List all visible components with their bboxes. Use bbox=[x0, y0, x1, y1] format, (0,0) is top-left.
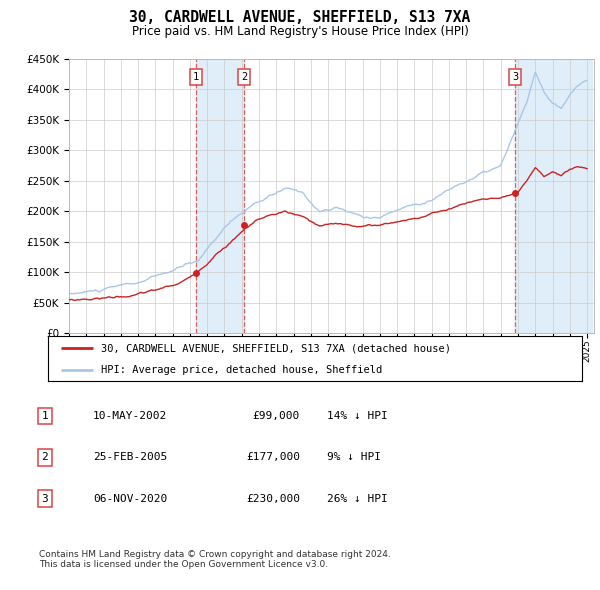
Text: 30, CARDWELL AVENUE, SHEFFIELD, S13 7XA (detached house): 30, CARDWELL AVENUE, SHEFFIELD, S13 7XA … bbox=[101, 343, 451, 353]
Text: 1: 1 bbox=[193, 73, 199, 82]
Text: Contains HM Land Registry data © Crown copyright and database right 2024.
This d: Contains HM Land Registry data © Crown c… bbox=[39, 550, 391, 569]
Bar bbox=[515, 59, 592, 333]
Text: 30, CARDWELL AVENUE, SHEFFIELD, S13 7XA: 30, CARDWELL AVENUE, SHEFFIELD, S13 7XA bbox=[130, 10, 470, 25]
Text: £230,000: £230,000 bbox=[246, 494, 300, 503]
Bar bbox=[196, 59, 244, 333]
Text: 25-FEB-2005: 25-FEB-2005 bbox=[93, 453, 167, 462]
Text: 1: 1 bbox=[41, 411, 49, 421]
Text: Price paid vs. HM Land Registry's House Price Index (HPI): Price paid vs. HM Land Registry's House … bbox=[131, 25, 469, 38]
Text: HPI: Average price, detached house, Sheffield: HPI: Average price, detached house, Shef… bbox=[101, 365, 383, 375]
Text: 3: 3 bbox=[512, 73, 518, 82]
Text: £99,000: £99,000 bbox=[253, 411, 300, 421]
Text: 2: 2 bbox=[241, 73, 247, 82]
Text: 26% ↓ HPI: 26% ↓ HPI bbox=[327, 494, 388, 503]
Text: 14% ↓ HPI: 14% ↓ HPI bbox=[327, 411, 388, 421]
Text: £177,000: £177,000 bbox=[246, 453, 300, 462]
Text: 9% ↓ HPI: 9% ↓ HPI bbox=[327, 453, 381, 462]
Text: 3: 3 bbox=[41, 494, 49, 503]
Text: 10-MAY-2002: 10-MAY-2002 bbox=[93, 411, 167, 421]
Text: 2: 2 bbox=[41, 453, 49, 462]
Text: 06-NOV-2020: 06-NOV-2020 bbox=[93, 494, 167, 503]
